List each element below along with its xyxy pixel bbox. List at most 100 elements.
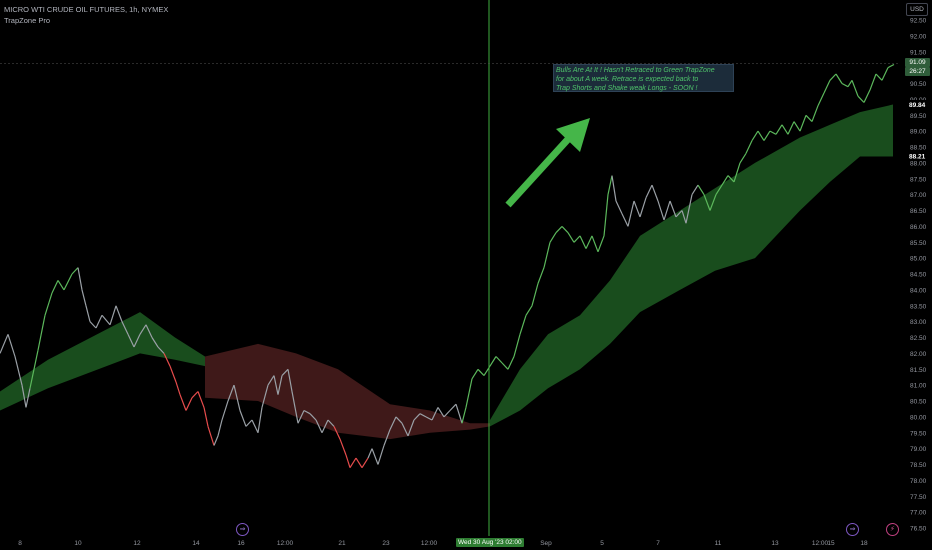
price-line [0,63,895,469]
price-segment [251,419,259,434]
price-segment [179,394,187,411]
price-segment [81,289,87,306]
time-tick-label: 10 [74,540,82,547]
price-tick-label: 86.50 [910,208,927,215]
price-segment [733,162,741,183]
price-segment [495,356,503,364]
price-segment [227,384,235,402]
price-segment [315,419,323,434]
trapzone-bands [0,104,893,440]
price-tick-label: 81.50 [910,367,927,374]
currency-button[interactable]: USD [906,3,928,16]
price-segment [615,200,623,214]
price-segment [57,280,65,291]
price-segment [361,457,369,469]
price-segment [95,315,103,329]
price-segment [561,225,569,234]
chart-header: MICRO WTI CRUDE OIL FUTURES, 1h, NYMEX T… [4,4,168,26]
price-segment [775,124,783,135]
price-segment [51,280,59,294]
time-tick-label: 13 [771,540,779,547]
price-segment [799,115,807,132]
price-tick-label: 79.50 [910,430,927,437]
replay-icon[interactable]: ⇒ [846,523,859,536]
time-tick-label: 16 [237,540,245,547]
price-segment [645,184,653,199]
trend-arrow [505,118,590,208]
price-tick-label: 84.00 [910,287,927,294]
price-segment [281,368,289,377]
price-segment [169,365,177,383]
time-tick-label: 8 [18,540,22,547]
chart-annotation[interactable]: Bulls Are At It ! Hasn't Retraced to Gre… [553,64,734,92]
price-segment [175,381,181,395]
price-segment [287,369,293,392]
price-segment [29,350,39,389]
price-segment [603,194,609,236]
time-tick-label: 7 [656,540,660,547]
price-segment [757,130,765,141]
price-segment [245,419,253,427]
time-tick-label: 5 [600,540,604,547]
price-tick-label: 91.50 [910,49,927,56]
time-axis[interactable]: 81012141612:00212312:0028Sep5711131512:0… [18,540,868,547]
price-segment [669,200,677,218]
price-segment [157,346,165,354]
price-segment [413,413,421,421]
price-segment [273,375,279,395]
price-segment [367,448,373,459]
price-segment [127,334,135,348]
price-tick-label: 78.00 [910,478,927,485]
price-segment [829,73,837,81]
price-tick-label: 86.00 [910,224,927,231]
price-segment [519,315,527,335]
price-segment [715,184,723,195]
price-segment [377,445,385,465]
price-segment [597,235,605,253]
price-segment [739,153,747,164]
price-segment [461,407,467,424]
price-segment [709,194,717,211]
price-segment [21,384,27,408]
price-segment [321,419,329,434]
price-segment [691,184,699,195]
price-segment [611,175,617,202]
price-segment [185,397,193,411]
price-segment [489,356,497,367]
price-tick-label: 87.00 [910,192,927,199]
price-segment [703,194,711,211]
price-segment [793,121,801,132]
price-segment [191,391,199,399]
green-trapzone [0,312,205,411]
price-segment [887,63,895,69]
price-tick-label: 77.00 [910,510,927,517]
price-segment [63,273,73,291]
price-segment [349,457,357,469]
level-tag-lower-bg [904,151,928,161]
price-segment [471,368,479,380]
price-segment [37,315,46,351]
alert-icon[interactable]: ⚡ [886,523,899,536]
price-segment [633,200,641,218]
price-segment [745,140,753,154]
symbol-title[interactable]: MICRO WTI CRUDE OIL FUTURES, 1h, NYMEX [4,5,169,14]
price-segment [465,378,473,408]
price-segment [727,175,735,183]
price-segment [297,410,305,424]
price-segment [44,292,53,316]
price-segment [419,413,427,418]
price-segment [401,422,409,437]
price-segment [663,200,671,221]
price-segment [371,448,379,465]
time-tick-label: 12 [133,540,141,547]
price-axis[interactable]: 76.50 77.00 77.50 78.00 78.50 79.00 79.50 80.00… [904,18,928,533]
price-segment [239,410,247,427]
time-tick-label: 23 [382,540,390,547]
price-tick-label: 90.50 [910,81,927,88]
indicator-name[interactable]: TrapZone Pro [4,16,50,25]
price-segment [555,225,563,234]
price-segment [233,384,241,411]
replay-icon[interactable]: ⇒ [236,523,249,536]
price-segment [151,337,159,348]
